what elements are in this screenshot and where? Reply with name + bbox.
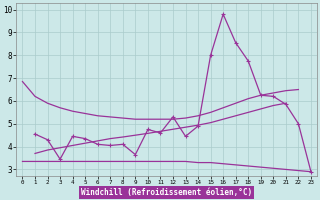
X-axis label: Windchill (Refroidissement éolien,°C): Windchill (Refroidissement éolien,°C) bbox=[81, 188, 252, 197]
